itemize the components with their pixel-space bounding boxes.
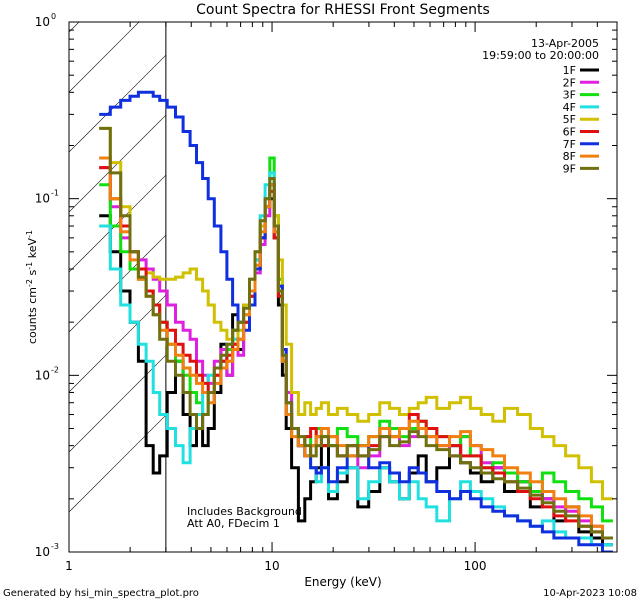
y-tick-label: 10 bbox=[35, 15, 50, 29]
hatch-line bbox=[69, 114, 166, 213]
series-line-9F bbox=[99, 126, 613, 540]
date-label: 13-Apr-2005 bbox=[531, 37, 599, 50]
series-line-8F bbox=[99, 156, 613, 540]
axis-ticks bbox=[68, 21, 618, 553]
y-tick-label: 10 bbox=[35, 368, 50, 382]
legend-label-5F: 5F bbox=[563, 113, 576, 126]
y-tick-exponent: -2 bbox=[51, 365, 59, 374]
footer-timestamp: 10-Apr-2023 10:08 bbox=[543, 588, 637, 599]
series-lines bbox=[99, 90, 613, 552]
x-tick-label: 10 bbox=[264, 559, 279, 573]
plot-frame bbox=[68, 21, 618, 553]
legend-label-1F: 1F bbox=[563, 64, 576, 77]
x-tick-label: 1 bbox=[65, 559, 73, 573]
y-tick-label: 10 bbox=[35, 545, 50, 559]
time-range-label: 19:59:00 to 20:00:00 bbox=[482, 49, 599, 62]
x-axis-label: Energy (keV) bbox=[304, 575, 381, 589]
hatch-line bbox=[69, 414, 166, 513]
footer-generator: Generated by hsi_min_spectra_plot.pro bbox=[3, 588, 199, 599]
y-axis-label: counts cm-2 s-1 keV-1 bbox=[25, 230, 40, 344]
hatch-line bbox=[69, 354, 166, 453]
hatch-line bbox=[69, 234, 166, 333]
hatched-region bbox=[69, 22, 167, 552]
x-tick-label: 100 bbox=[464, 559, 487, 573]
annotation-attenuator: Att A0, FDecim 1 bbox=[187, 517, 280, 530]
legend-label-3F: 3F bbox=[563, 89, 576, 102]
legend-label-4F: 4F bbox=[563, 101, 576, 114]
x-tick-labels: 1 10 100 bbox=[65, 559, 486, 573]
y-tick-label: 10 bbox=[35, 192, 50, 206]
legend-label-8F: 8F bbox=[563, 150, 576, 163]
y-tick-exponent: 0 bbox=[51, 12, 56, 21]
series-line-1F bbox=[99, 197, 613, 547]
legend-label-6F: 6F bbox=[563, 126, 576, 139]
y-tick-exponent: -1 bbox=[51, 189, 59, 198]
series-line-5F bbox=[99, 126, 613, 501]
hatch-line bbox=[69, 22, 140, 93]
annotation-background: Includes Background bbox=[187, 505, 302, 518]
hatch-line bbox=[69, 294, 166, 393]
legend-label-2F: 2F bbox=[563, 76, 576, 89]
chart-title: Count Spectra for RHESSI Front Segments bbox=[196, 2, 490, 18]
hatch-line bbox=[69, 174, 166, 273]
legend-label-9F: 9F bbox=[563, 162, 576, 175]
hatch-line bbox=[69, 54, 166, 153]
legend-label-7F: 7F bbox=[563, 138, 576, 151]
y-tick-exponent: -3 bbox=[51, 542, 59, 551]
